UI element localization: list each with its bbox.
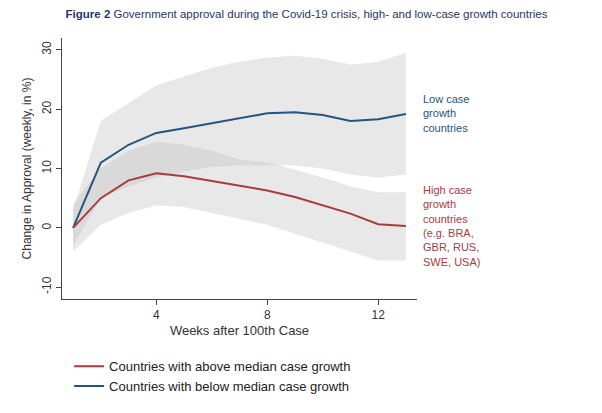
svg-text:High casegrowthcountries(e.g.: High casegrowthcountries(e.g. BRA,GBR, R… — [423, 184, 480, 268]
svg-text:Low casegrowthcountries: Low casegrowthcountries — [423, 93, 469, 134]
svg-text:12: 12 — [371, 308, 385, 322]
svg-text:Countries with below median ca: Countries with below median case growth — [109, 379, 349, 394]
svg-text:-10: -10 — [40, 276, 54, 294]
svg-text:4: 4 — [153, 308, 160, 322]
svg-text:20: 20 — [40, 100, 54, 114]
svg-text:30: 30 — [40, 41, 54, 55]
svg-text:Change in Approval (weekly, in: Change in Approval (weekly, in %) — [20, 78, 34, 260]
svg-text:Weeks after 100th Case: Weeks after 100th Case — [170, 323, 309, 338]
svg-text:Figure 2 Government approval d: Figure 2 Government approval during the … — [66, 8, 548, 20]
svg-text:Countries with above median ca: Countries with above median case growth — [109, 359, 350, 374]
svg-text:8: 8 — [264, 308, 271, 322]
svg-text:10: 10 — [40, 160, 54, 174]
svg-text:0: 0 — [40, 222, 54, 229]
